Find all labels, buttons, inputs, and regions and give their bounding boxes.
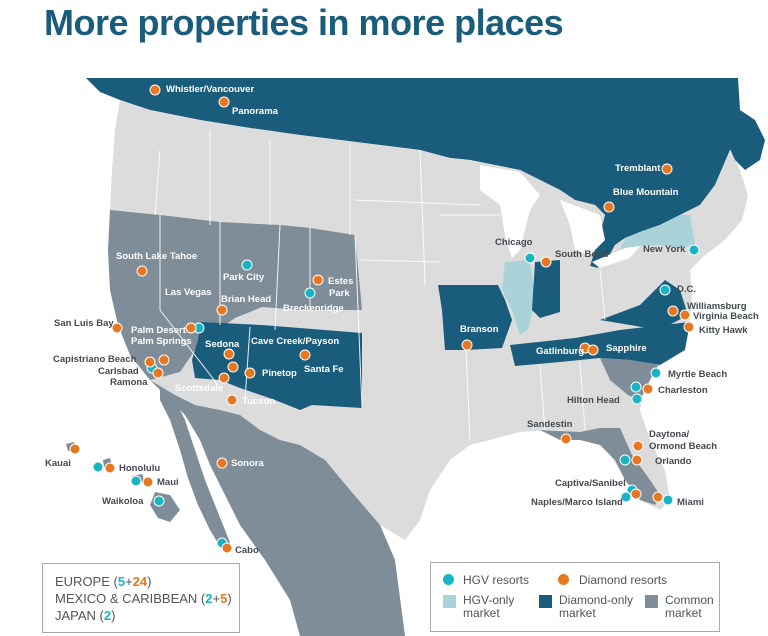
label-tucson: Tucson bbox=[242, 396, 276, 407]
tennessee-nc-region bbox=[510, 322, 690, 366]
maritimes-region bbox=[728, 110, 765, 170]
label-san-luis-bay: San Luis Bay bbox=[54, 318, 114, 329]
label-cave-creek: Cave Creek/Payson bbox=[251, 336, 340, 347]
international-counts-box: EUROPE (5+24) MEXICO & CARIBBEAN (2+5) J… bbox=[42, 563, 240, 633]
canada-region bbox=[86, 78, 740, 268]
label-cabo: Cabo bbox=[235, 545, 259, 556]
label-palm-desert: Palm Desert bbox=[131, 325, 186, 336]
legend-common-line2: market bbox=[665, 606, 702, 620]
label-palm-springs: Palm Springs bbox=[131, 336, 192, 347]
label-pinetop: Pinetop bbox=[262, 368, 297, 379]
label-sedona: Sedona bbox=[205, 339, 240, 350]
label-captiva: Captiva/Sanibel bbox=[555, 478, 626, 489]
legend-diamond-only-line2: market bbox=[559, 606, 596, 620]
label-scottsdale: Scottsdale bbox=[175, 383, 224, 394]
label-capistriano: Capistriano Beach bbox=[53, 354, 137, 365]
legend-hgv-only-line2: market bbox=[463, 606, 500, 620]
label-orlando: Orlando bbox=[655, 456, 692, 467]
common-market-swatch-icon bbox=[645, 595, 658, 608]
west-common-region bbox=[108, 210, 362, 380]
label-santa-fe: Santa Fe bbox=[304, 364, 344, 375]
label-south-lake-tahoe: South Lake Tahoe bbox=[116, 251, 198, 262]
label-blue-mountain: Blue Mountain bbox=[613, 187, 679, 198]
hgv-resort-dots bbox=[92, 244, 700, 549]
label-virginia-beach: Virginia Beach bbox=[693, 311, 759, 322]
label-new-york: New York bbox=[643, 244, 686, 255]
label-estes: Estes bbox=[328, 276, 354, 287]
label-whistler: Whistler/Vancouver bbox=[166, 84, 255, 95]
label-south-bend: South Bend bbox=[555, 249, 609, 260]
label-ramona: Ramona bbox=[110, 377, 148, 388]
diamond-resort-dot-icon bbox=[558, 574, 569, 585]
mexico-region bbox=[150, 380, 405, 636]
label-breckenridge: Breckenridge bbox=[283, 303, 344, 314]
illinois-region bbox=[502, 260, 535, 335]
label-williamsburg: Williamsburg bbox=[687, 301, 747, 312]
us-mainland bbox=[108, 100, 748, 540]
mexico-caribbean-count: MEXICO & CARIBBEAN (2+5) bbox=[55, 591, 232, 606]
label-brian-head: Brian Head bbox=[221, 294, 272, 305]
indiana-region bbox=[532, 260, 560, 318]
label-park: Park bbox=[329, 288, 350, 299]
europe-count: EUROPE (5+24) bbox=[55, 574, 152, 589]
label-dc: D.C. bbox=[677, 284, 696, 295]
label-branson: Branson bbox=[460, 324, 499, 335]
missouri-region bbox=[438, 285, 512, 350]
label-waikoloa: Waikoloa bbox=[102, 496, 144, 507]
great-lakes bbox=[480, 165, 540, 258]
label-kauai: Kauai bbox=[45, 458, 71, 469]
label-hilton-head: Hilton Head bbox=[567, 395, 620, 406]
label-naples: Naples/Marco Island bbox=[531, 497, 623, 508]
label-sonora: Sonora bbox=[231, 458, 264, 469]
label-charleston: Charleston bbox=[658, 385, 708, 396]
label-chicago: Chicago bbox=[495, 237, 533, 248]
legend-diamond-resorts: Diamond resorts bbox=[579, 573, 668, 587]
legend-diamond-only-line1: Diamond-only bbox=[559, 593, 634, 607]
baja-region bbox=[160, 390, 232, 550]
label-myrtle-beach: Myrtle Beach bbox=[668, 369, 728, 380]
label-tremblant: Tremblant bbox=[615, 163, 661, 174]
label-sapphire: Sapphire bbox=[606, 343, 647, 354]
label-las-vegas: Las Vegas bbox=[165, 287, 212, 298]
label-honolulu: Honolulu bbox=[119, 463, 161, 474]
page-title: More properties in more places bbox=[44, 2, 564, 43]
legend-hgv-only-line1: HGV-only bbox=[463, 593, 515, 607]
label-maui: Maui bbox=[157, 477, 179, 488]
label-panorama: Panorama bbox=[232, 106, 278, 117]
label-sandestin: Sandestin bbox=[527, 419, 573, 430]
legend-hgv-resorts: HGV resorts bbox=[463, 573, 530, 587]
hawaii-big-island bbox=[150, 492, 180, 522]
japan-count: JAPAN (2) bbox=[55, 608, 116, 623]
hgv-resort-dot-icon bbox=[443, 574, 454, 585]
label-gatlinburg: Gatlinburg bbox=[536, 346, 585, 357]
legend-common-line1: Common bbox=[665, 593, 714, 607]
label-kitty-hawk: Kitty Hawk bbox=[699, 325, 748, 336]
southwest-diamond-region bbox=[192, 322, 362, 410]
label-miami: Miami bbox=[677, 497, 704, 508]
label-carlsbad: Carlsbad bbox=[98, 366, 139, 377]
diamond-only-swatch-icon bbox=[539, 595, 552, 608]
label-park-city: Park City bbox=[223, 272, 265, 283]
label-daytona: Daytona/ bbox=[649, 429, 690, 440]
label-ormond: Ormond Beach bbox=[649, 441, 718, 452]
map-legend: HGV resorts Diamond resorts HGV-only mar… bbox=[430, 562, 720, 632]
new-york-region bbox=[620, 215, 695, 250]
diamond-resort-dots bbox=[69, 84, 695, 554]
hgv-only-swatch-icon bbox=[443, 595, 456, 608]
